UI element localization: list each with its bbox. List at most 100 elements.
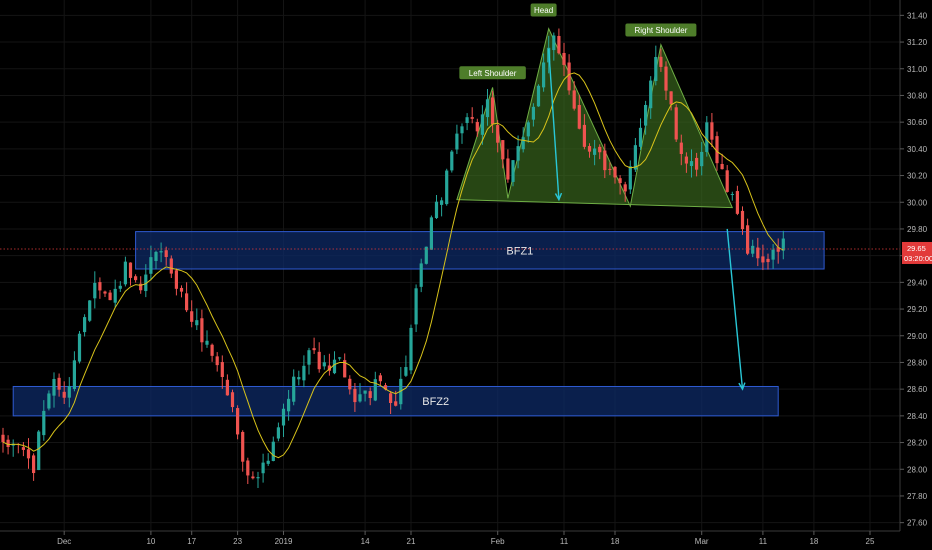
candle-body[interactable] xyxy=(654,56,658,82)
candle-body[interactable] xyxy=(179,287,184,292)
candle-body[interactable] xyxy=(516,146,520,161)
candle-body[interactable] xyxy=(241,431,245,462)
candle-body[interactable] xyxy=(343,360,347,378)
candle-body[interactable] xyxy=(608,168,612,170)
candle-body[interactable] xyxy=(521,137,525,150)
candle-body[interactable] xyxy=(536,85,541,107)
candle-body[interactable] xyxy=(424,246,428,264)
candle-body[interactable] xyxy=(740,210,745,230)
candle-body[interactable] xyxy=(103,291,107,294)
candle-body[interactable] xyxy=(154,251,158,261)
candle-body[interactable] xyxy=(21,447,25,450)
candle-body[interactable] xyxy=(266,460,270,464)
candle-body[interactable] xyxy=(281,408,286,426)
candle-body[interactable] xyxy=(460,126,464,134)
candle-body[interactable] xyxy=(215,356,219,366)
candle-body[interactable] xyxy=(470,117,474,119)
candle-body[interactable] xyxy=(383,385,388,390)
candle-body[interactable] xyxy=(62,391,66,398)
candle-body[interactable] xyxy=(200,318,204,343)
candle-body[interactable] xyxy=(98,282,102,291)
candle-body[interactable] xyxy=(164,250,168,257)
candle-body[interactable] xyxy=(679,142,683,154)
candle-body[interactable] xyxy=(159,251,163,253)
candle-body[interactable] xyxy=(664,66,668,91)
candle-body[interactable] xyxy=(373,379,377,401)
candle-body[interactable] xyxy=(735,191,739,214)
candle-body[interactable] xyxy=(185,293,189,311)
candle-body[interactable] xyxy=(302,365,306,381)
candle-body[interactable] xyxy=(251,476,255,479)
candle-body[interactable] xyxy=(511,160,515,182)
candle-body[interactable] xyxy=(271,441,275,461)
candle-body[interactable] xyxy=(149,257,153,274)
candle-body[interactable] xyxy=(6,439,10,447)
candle-body[interactable] xyxy=(322,362,326,367)
candle-body[interactable] xyxy=(225,379,229,396)
candle-body[interactable] xyxy=(256,477,260,479)
candle-body[interactable] xyxy=(292,376,296,402)
candle-body[interactable] xyxy=(506,158,510,180)
candle-body[interactable] xyxy=(190,311,194,322)
candle-body[interactable] xyxy=(26,449,31,459)
candle-body[interactable] xyxy=(684,156,688,164)
candle-body[interactable] xyxy=(587,146,592,152)
candle-body[interactable] xyxy=(169,258,173,274)
head-and-shoulders-pattern[interactable] xyxy=(456,27,734,209)
candle-body[interactable] xyxy=(689,161,694,167)
candle-body[interactable] xyxy=(720,163,724,170)
candle-body[interactable] xyxy=(72,360,76,389)
candle-body[interactable] xyxy=(700,151,704,167)
candle-body[interactable] xyxy=(389,393,393,404)
candle-body[interactable] xyxy=(567,62,571,91)
candle-body[interactable] xyxy=(475,122,479,132)
candle-body[interactable] xyxy=(113,288,117,303)
candle-body[interactable] xyxy=(633,145,637,170)
candle-body[interactable] xyxy=(368,391,372,398)
candle-body[interactable] xyxy=(542,62,546,88)
candle-body[interactable] xyxy=(577,105,581,129)
candle-body[interactable] xyxy=(557,35,561,54)
candle-body[interactable] xyxy=(348,378,352,390)
candle-body[interactable] xyxy=(327,365,331,371)
candle-body[interactable] xyxy=(83,317,87,333)
candle-body[interactable] xyxy=(419,263,423,287)
candle-body[interactable] xyxy=(705,122,709,153)
candle-body[interactable] xyxy=(746,225,750,254)
candle-body[interactable] xyxy=(628,166,632,190)
candle-body[interactable] xyxy=(47,393,51,409)
time-axis[interactable]: Dec 10 17 23 2019 14 21 Feb 11 18 Mar 11 18 25 xyxy=(0,530,900,546)
candle-body[interactable] xyxy=(618,178,622,184)
candle-body[interactable] xyxy=(598,146,602,153)
candle-body[interactable] xyxy=(531,106,535,120)
candle-body[interactable] xyxy=(123,261,127,285)
candle-body[interactable] xyxy=(37,431,41,471)
candle-body[interactable] xyxy=(205,340,209,345)
candle-body[interactable] xyxy=(88,300,92,321)
candle-body[interactable] xyxy=(771,249,775,260)
candle-body[interactable] xyxy=(297,377,301,380)
candle-body[interactable] xyxy=(440,200,444,205)
candle-body[interactable] xyxy=(363,390,367,394)
candle-body[interactable] xyxy=(57,377,61,390)
candle-body[interactable] xyxy=(562,52,566,65)
candle-body[interactable] xyxy=(761,256,765,263)
candle-body[interactable] xyxy=(139,283,143,291)
candle-body[interactable] xyxy=(644,104,648,126)
candle-body[interactable] xyxy=(236,408,240,435)
candle-body[interactable] xyxy=(77,333,82,362)
candle-body[interactable] xyxy=(445,170,449,205)
candle-body[interactable] xyxy=(695,157,699,170)
candle-body[interactable] xyxy=(480,114,484,135)
candle-body[interactable] xyxy=(338,357,342,359)
candle-body[interactable] xyxy=(1,434,5,443)
candle-body[interactable] xyxy=(332,359,337,374)
candle-body[interactable] xyxy=(766,258,770,263)
candle-body[interactable] xyxy=(434,201,439,219)
candle-body[interactable] xyxy=(32,455,36,474)
candle-body[interactable] xyxy=(455,133,459,150)
candle-body[interactable] xyxy=(404,367,408,376)
candle-body[interactable] xyxy=(358,394,362,402)
candle-body[interactable] xyxy=(261,462,265,474)
